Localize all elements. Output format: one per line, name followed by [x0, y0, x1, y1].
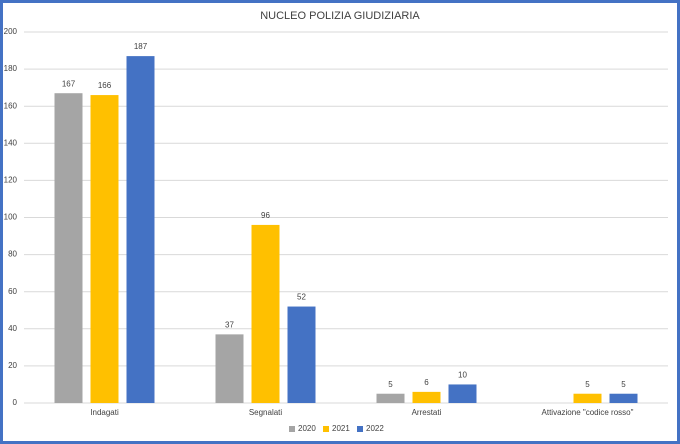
value-label: 187 [134, 42, 148, 51]
bar [251, 224, 280, 403]
bar [90, 95, 119, 403]
bar [573, 393, 602, 403]
y-tick-label: 120 [4, 176, 18, 185]
x-tick-label: Arrestati [412, 408, 442, 417]
value-label: 52 [297, 293, 306, 302]
y-tick-label: 200 [4, 27, 18, 36]
legend-swatch [289, 426, 295, 432]
legend-label: 2022 [366, 424, 384, 433]
chart-title: NUCLEO POLIZIA GIUDIZIARIA [260, 10, 420, 22]
value-label: 167 [62, 79, 76, 88]
bar [126, 56, 155, 404]
bar [54, 93, 83, 403]
y-tick-label: 180 [4, 64, 18, 73]
legend-label: 2021 [332, 424, 350, 433]
value-label: 166 [98, 81, 112, 90]
value-label: 10 [458, 371, 467, 380]
bar [412, 391, 441, 403]
bar [215, 334, 244, 403]
x-tick-label: Indagati [90, 408, 119, 417]
value-label: 5 [585, 380, 590, 389]
value-label: 5 [388, 380, 393, 389]
legend-swatch [323, 426, 329, 432]
value-label: 5 [621, 380, 626, 389]
bar [609, 393, 638, 403]
y-tick-label: 80 [8, 250, 17, 259]
y-tick-label: 60 [8, 287, 17, 296]
bar [448, 384, 477, 403]
bar [287, 306, 316, 403]
y-tick-label: 160 [4, 101, 18, 110]
legend-swatch [357, 426, 363, 432]
legend-label: 2020 [298, 424, 316, 433]
x-tick-label: Segnalati [249, 408, 283, 417]
y-tick-label: 100 [4, 213, 18, 222]
value-label: 6 [424, 378, 429, 387]
y-tick-label: 140 [4, 138, 18, 147]
bar [376, 393, 405, 403]
value-label: 37 [225, 320, 234, 329]
x-tick-label: Attivazione "codice rosso" [542, 408, 634, 417]
value-label: 96 [261, 211, 270, 220]
y-tick-label: 0 [13, 398, 18, 407]
y-tick-label: 20 [8, 361, 17, 370]
y-tick-label: 40 [8, 324, 17, 333]
